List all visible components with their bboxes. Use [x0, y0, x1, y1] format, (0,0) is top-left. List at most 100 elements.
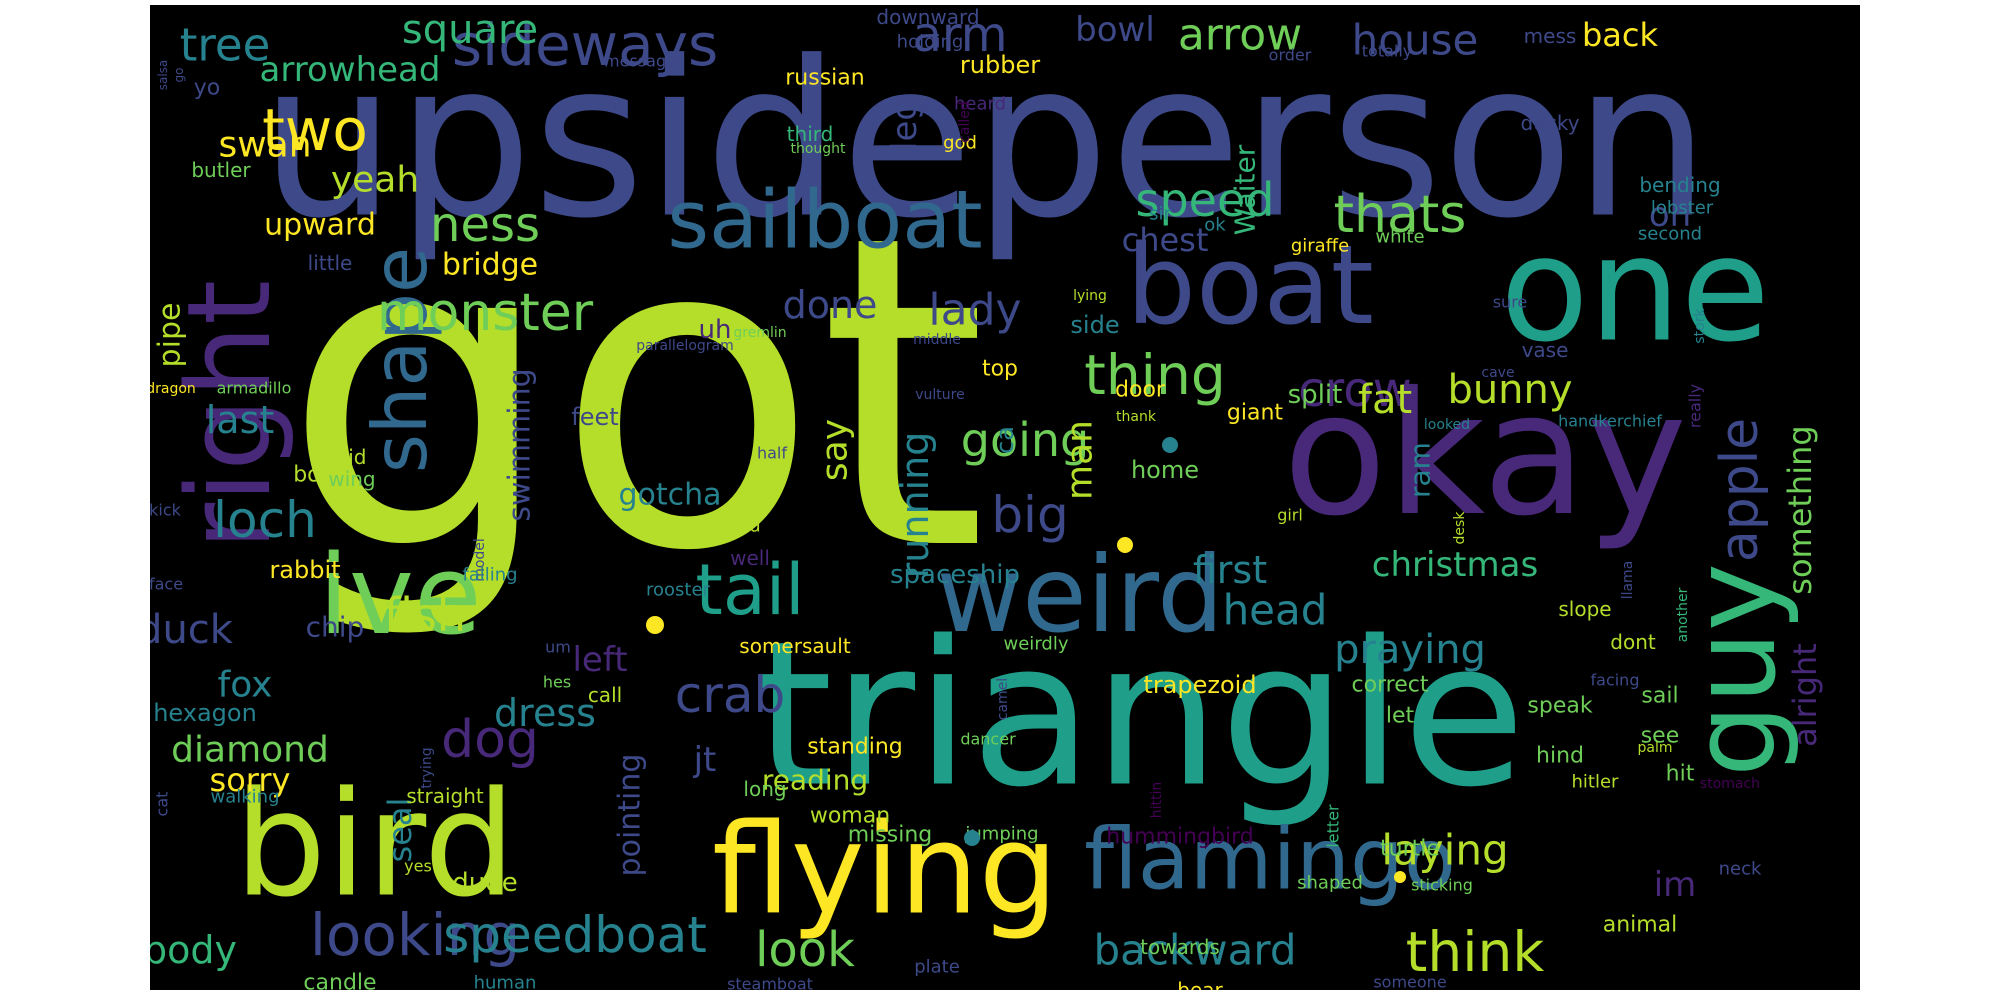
- cloud-word-jumping: jumping: [964, 824, 1038, 845]
- cloud-word-thank: thank: [1116, 409, 1157, 425]
- cloud-word-another: another: [1675, 587, 1691, 642]
- cloud-word-backward: backward: [1093, 926, 1296, 975]
- cloud-word-hind: hind: [1536, 744, 1584, 769]
- cloud-word-arm: arm: [912, 7, 1007, 63]
- cloud-dot: [1117, 537, 1133, 553]
- cloud-word-sir: sir: [1149, 204, 1171, 225]
- cloud-word-totally: totally: [1362, 42, 1413, 61]
- cloud-word-hitler: hitler: [1572, 772, 1620, 793]
- cloud-word-bridge: bridge: [442, 248, 538, 283]
- cloud-word-ok: ok: [1204, 215, 1226, 236]
- cloud-word-see: see: [1641, 724, 1680, 749]
- cloud-word-arrow: arrow: [1178, 10, 1302, 61]
- cloud-dot: [1394, 871, 1406, 883]
- cloud-word-swimming: swimming: [503, 368, 538, 521]
- cloud-word-speed: speed: [1136, 173, 1275, 227]
- cloud-word-call: call: [588, 683, 622, 707]
- cloud-word-two: two: [262, 96, 368, 164]
- cloud-word-fox: fox: [218, 665, 273, 706]
- cloud-word-body: body: [150, 928, 237, 972]
- cloud-word-vulture: vulture: [915, 387, 964, 403]
- cloud-word-top: top: [982, 357, 1018, 382]
- cloud-word-looking: looking: [310, 901, 520, 969]
- cloud-word-triangle: triangle: [754, 599, 1525, 832]
- cloud-word-bear: bear: [1177, 978, 1223, 990]
- cloud-word-said: said: [326, 445, 367, 469]
- cloud-word-third: third: [787, 122, 834, 146]
- cloud-word-llama: llama: [1620, 561, 1636, 600]
- cloud-word-lady: lady: [928, 285, 1021, 336]
- cloud-word-woman: woman: [810, 804, 890, 829]
- cloud-word-long: long: [743, 777, 786, 801]
- cloud-word-falling: falling: [462, 565, 517, 586]
- cloud-word-wing: wing: [328, 467, 375, 491]
- cloud-word-home: home: [1131, 456, 1199, 484]
- cloud-word-im: im: [1654, 865, 1697, 905]
- cloud-word-left: left: [572, 640, 627, 680]
- cloud-word-dragon: dragon: [150, 381, 196, 397]
- cloud-word-giraffe: giraffe: [1291, 236, 1349, 257]
- cloud-word-heard: heard: [954, 94, 1006, 115]
- cloud-word-butler: butler: [191, 158, 251, 182]
- cloud-word-lobster: lobster: [1651, 198, 1714, 219]
- cloud-word-turtle: turtle: [1380, 837, 1440, 862]
- cloud-word-dancer: dancer: [960, 730, 1016, 749]
- cloud-word-thats: thats: [1334, 185, 1467, 245]
- cloud-word-side: side: [1070, 311, 1119, 339]
- cloud-word-fat: fat: [1358, 377, 1412, 423]
- cloud-word-yo: yo: [194, 76, 220, 101]
- cloud-word-last: last: [206, 398, 275, 442]
- cloud-word-called: called: [957, 101, 973, 143]
- cloud-word-animal: animal: [1603, 913, 1678, 938]
- cloud-word-dress: dress: [494, 691, 596, 735]
- cloud-word-ca: ca: [991, 426, 1019, 454]
- cloud-word-armadillo: armadillo: [217, 379, 292, 398]
- cloud-word-facing: facing: [1591, 671, 1640, 690]
- cloud-word-arrowhead: arrowhead: [260, 50, 441, 90]
- cloud-word-flying: flying: [712, 798, 1058, 943]
- cloud-word-rubber: rubber: [960, 51, 1040, 79]
- cloud-word-mess: mess: [1524, 24, 1577, 48]
- cloud-word-flamingo: flamingo: [1084, 811, 1456, 910]
- cloud-word-head: head: [1223, 586, 1328, 635]
- cloud-word-waiter: Waiter: [1229, 144, 1262, 235]
- cloud-word-stork: stork: [1692, 308, 1708, 344]
- cloud-word-looked: looked: [1424, 417, 1470, 433]
- cloud-word-russian: russian: [785, 66, 864, 91]
- cloud-word-little: little: [308, 251, 353, 275]
- cloud-word-monster: monster: [377, 283, 594, 343]
- cloud-word-sail: sail: [1641, 684, 1678, 709]
- cloud-word-downward: downward: [876, 5, 979, 29]
- cloud-word-oh: oh: [1649, 195, 1691, 235]
- cloud-word-okay: okay: [1283, 356, 1687, 554]
- cloud-word-someone: someone: [1373, 973, 1446, 991]
- cloud-word-ness: ness: [430, 197, 540, 253]
- cloud-word-weird: weird: [936, 534, 1224, 656]
- cloud-word-running: running: [893, 432, 937, 579]
- cloud-word-towards: towards: [1140, 935, 1220, 959]
- cloud-word-camel: camel: [995, 678, 1011, 720]
- cloud-word-one: one: [1500, 206, 1770, 375]
- cloud-word-sailboat: sailboat: [667, 174, 982, 267]
- cloud-word-upsideperson: upsideperson: [260, 15, 1710, 266]
- cloud-word-weirdly: weirdly: [1004, 634, 1069, 655]
- cloud-word-girl: girl: [1277, 506, 1303, 525]
- cloud-word-straight: straight: [406, 784, 484, 808]
- cloud-word-thing: thing: [1084, 343, 1225, 407]
- cloud-word-boat: boat: [1126, 221, 1374, 349]
- cloud-word-gremlin: gremlin: [733, 325, 786, 341]
- cloud-word-sticking: sticking: [1411, 876, 1473, 895]
- cloud-word-feet: feet: [571, 403, 618, 431]
- cloud-word-right: right: [163, 280, 297, 550]
- cloud-dot: [646, 616, 664, 634]
- cloud-word-handkerchief: handkerchief: [1558, 412, 1662, 431]
- cloud-word-neck: neck: [1719, 859, 1762, 880]
- cloud-word-dont: dont: [1610, 630, 1656, 654]
- cloud-word-duck: duck: [150, 607, 234, 653]
- cloud-word-middle: middle: [913, 332, 961, 348]
- cloud-word-apple: apple: [1710, 418, 1770, 562]
- cloud-word-house: house: [1352, 16, 1479, 65]
- cloud-word-pipe: pipe: [153, 303, 188, 368]
- cloud-word-square: square: [402, 7, 538, 53]
